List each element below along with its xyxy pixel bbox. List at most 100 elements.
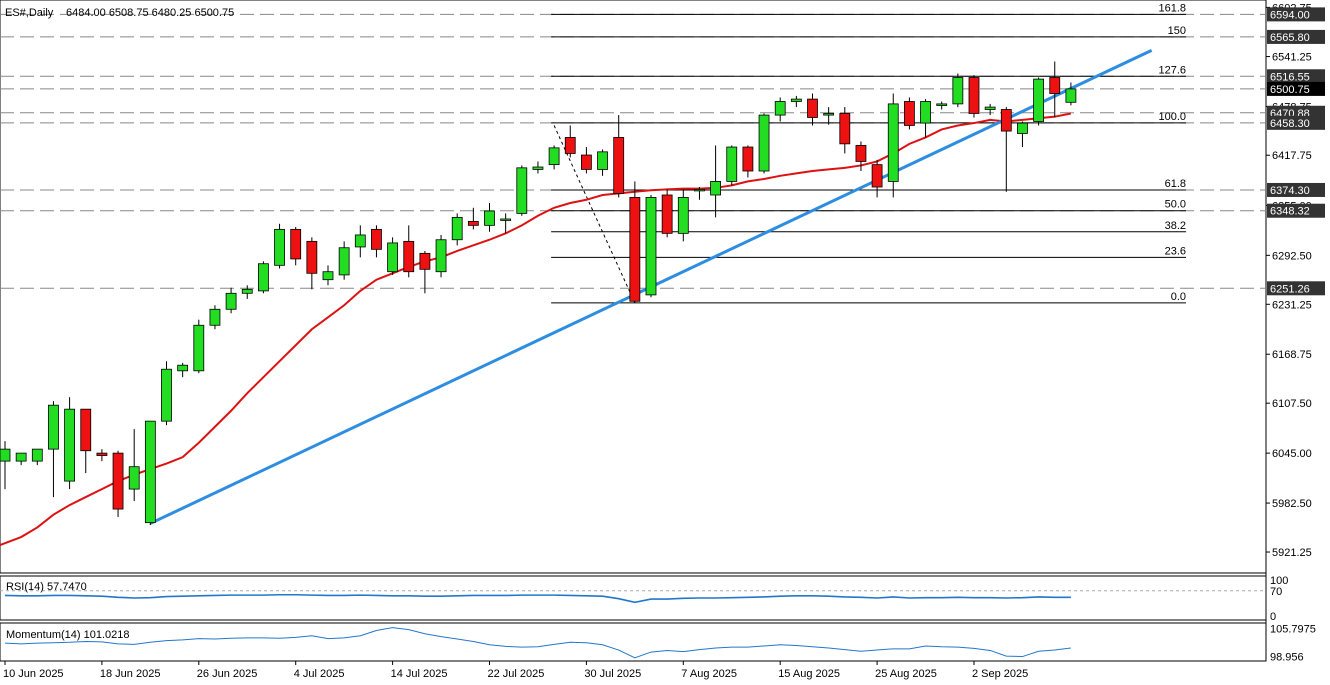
candlestick[interactable] — [984, 103, 996, 116]
candlestick[interactable] — [371, 225, 382, 258]
candlestick[interactable] — [645, 194, 657, 298]
candlestick[interactable] — [31, 448, 43, 466]
candlestick[interactable] — [774, 97, 786, 122]
candle-body — [887, 103, 899, 182]
candlestick[interactable] — [807, 93, 818, 126]
candlestick[interactable] — [726, 145, 738, 186]
candlestick[interactable] — [839, 107, 851, 154]
price-tag-label: 6348.32 — [1270, 206, 1310, 218]
price-tag: 6516.55 — [1267, 69, 1325, 84]
price-axis-tick: 6417.75 — [1272, 150, 1312, 162]
candlestick[interactable] — [613, 115, 625, 198]
price-tag-label: 6374.30 — [1270, 185, 1310, 197]
candlestick[interactable] — [0, 441, 11, 490]
date-axis-label: 2 Sep 2025 — [972, 668, 1028, 680]
candlestick[interactable] — [952, 73, 964, 108]
candlestick[interactable] — [710, 145, 721, 218]
candlestick[interactable] — [274, 223, 285, 269]
candlestick[interactable] — [629, 181, 641, 303]
candlestick[interactable] — [823, 107, 835, 125]
candlestick[interactable] — [177, 362, 189, 378]
rsi-panel-border — [0, 575, 1267, 621]
candlestick[interactable] — [677, 189, 689, 242]
candlestick[interactable] — [15, 452, 27, 466]
candlestick[interactable] — [1033, 77, 1044, 126]
candlestick[interactable] — [128, 429, 140, 502]
candlestick[interactable] — [290, 226, 302, 266]
candlestick[interactable] — [968, 75, 980, 118]
candlestick[interactable] — [322, 265, 334, 286]
candlestick[interactable] — [904, 97, 915, 130]
candle-body — [290, 228, 302, 260]
candlestick[interactable] — [694, 187, 705, 200]
candlestick[interactable] — [257, 261, 269, 294]
candlestick[interactable] — [80, 408, 92, 474]
price-tag: 6565.80 — [1267, 29, 1325, 44]
candlestick[interactable] — [193, 319, 205, 374]
candlestick[interactable] — [112, 450, 124, 518]
candlestick[interactable] — [403, 225, 415, 278]
date-axis-label: 4 Jul 2025 — [294, 668, 345, 680]
candle-body — [1065, 88, 1077, 103]
candlestick[interactable] — [1065, 82, 1077, 106]
candlestick[interactable] — [855, 141, 867, 172]
candlestick[interactable] — [64, 397, 75, 490]
candlestick[interactable] — [306, 237, 318, 290]
candlestick[interactable] — [742, 145, 754, 178]
price-tag: 6500.75 — [1267, 81, 1325, 96]
candlestick[interactable] — [144, 420, 156, 526]
candlestick[interactable] — [467, 207, 479, 230]
candle-body — [871, 164, 883, 188]
candlestick[interactable] — [936, 101, 948, 110]
candlestick[interactable] — [581, 147, 592, 174]
candlestick[interactable] — [451, 213, 463, 246]
candlestick[interactable] — [920, 99, 931, 138]
candlestick[interactable] — [387, 237, 399, 275]
candlestick[interactable] — [48, 401, 59, 498]
candlestick[interactable] — [548, 145, 560, 170]
candlestick[interactable] — [209, 305, 221, 330]
candle-body — [807, 98, 818, 118]
candlestick[interactable] — [532, 161, 544, 174]
candle-body — [629, 196, 641, 302]
rsi-axis-tick: 100 — [1270, 575, 1288, 587]
candlestick[interactable] — [661, 189, 673, 238]
date-axis-label: 18 Jun 2025 — [100, 668, 161, 680]
candle-body — [677, 196, 689, 234]
candlestick[interactable] — [241, 285, 253, 299]
candlestick[interactable] — [1017, 121, 1028, 148]
candlestick[interactable] — [338, 241, 350, 280]
candlestick[interactable] — [419, 250, 431, 294]
candle-body — [694, 189, 705, 192]
candlestick[interactable] — [225, 287, 237, 314]
rsi-line — [4, 593, 1071, 604]
candle-body — [371, 228, 382, 250]
fib-level-label: 50.0 — [1165, 199, 1186, 211]
candlestick[interactable] — [161, 361, 172, 426]
price-tag: 6374.30 — [1267, 182, 1325, 197]
candle-body — [225, 292, 237, 310]
momentum-panel-border — [0, 622, 1267, 662]
candlestick[interactable] — [1049, 61, 1061, 118]
candlestick[interactable] — [887, 93, 899, 198]
candlestick[interactable] — [354, 225, 366, 258]
candle-body — [80, 408, 92, 452]
candlestick[interactable] — [500, 213, 512, 234]
candlestick[interactable] — [871, 159, 883, 198]
candlestick[interactable] — [484, 202, 495, 232]
candlestick[interactable] — [758, 113, 770, 174]
candlestick[interactable] — [790, 95, 802, 108]
candlestick[interactable] — [435, 234, 447, 278]
candle-body — [306, 240, 318, 274]
candle-body — [354, 234, 366, 248]
candlestick[interactable] — [597, 149, 608, 176]
candlestick[interactable] — [564, 125, 576, 158]
candle-body — [774, 101, 786, 116]
candlestick[interactable] — [516, 165, 528, 216]
candlestick[interactable] — [1000, 107, 1012, 192]
candlestick[interactable] — [96, 449, 108, 462]
price-tag-label: 6565.80 — [1270, 32, 1310, 44]
date-axis-label: 30 Jul 2025 — [584, 668, 641, 680]
